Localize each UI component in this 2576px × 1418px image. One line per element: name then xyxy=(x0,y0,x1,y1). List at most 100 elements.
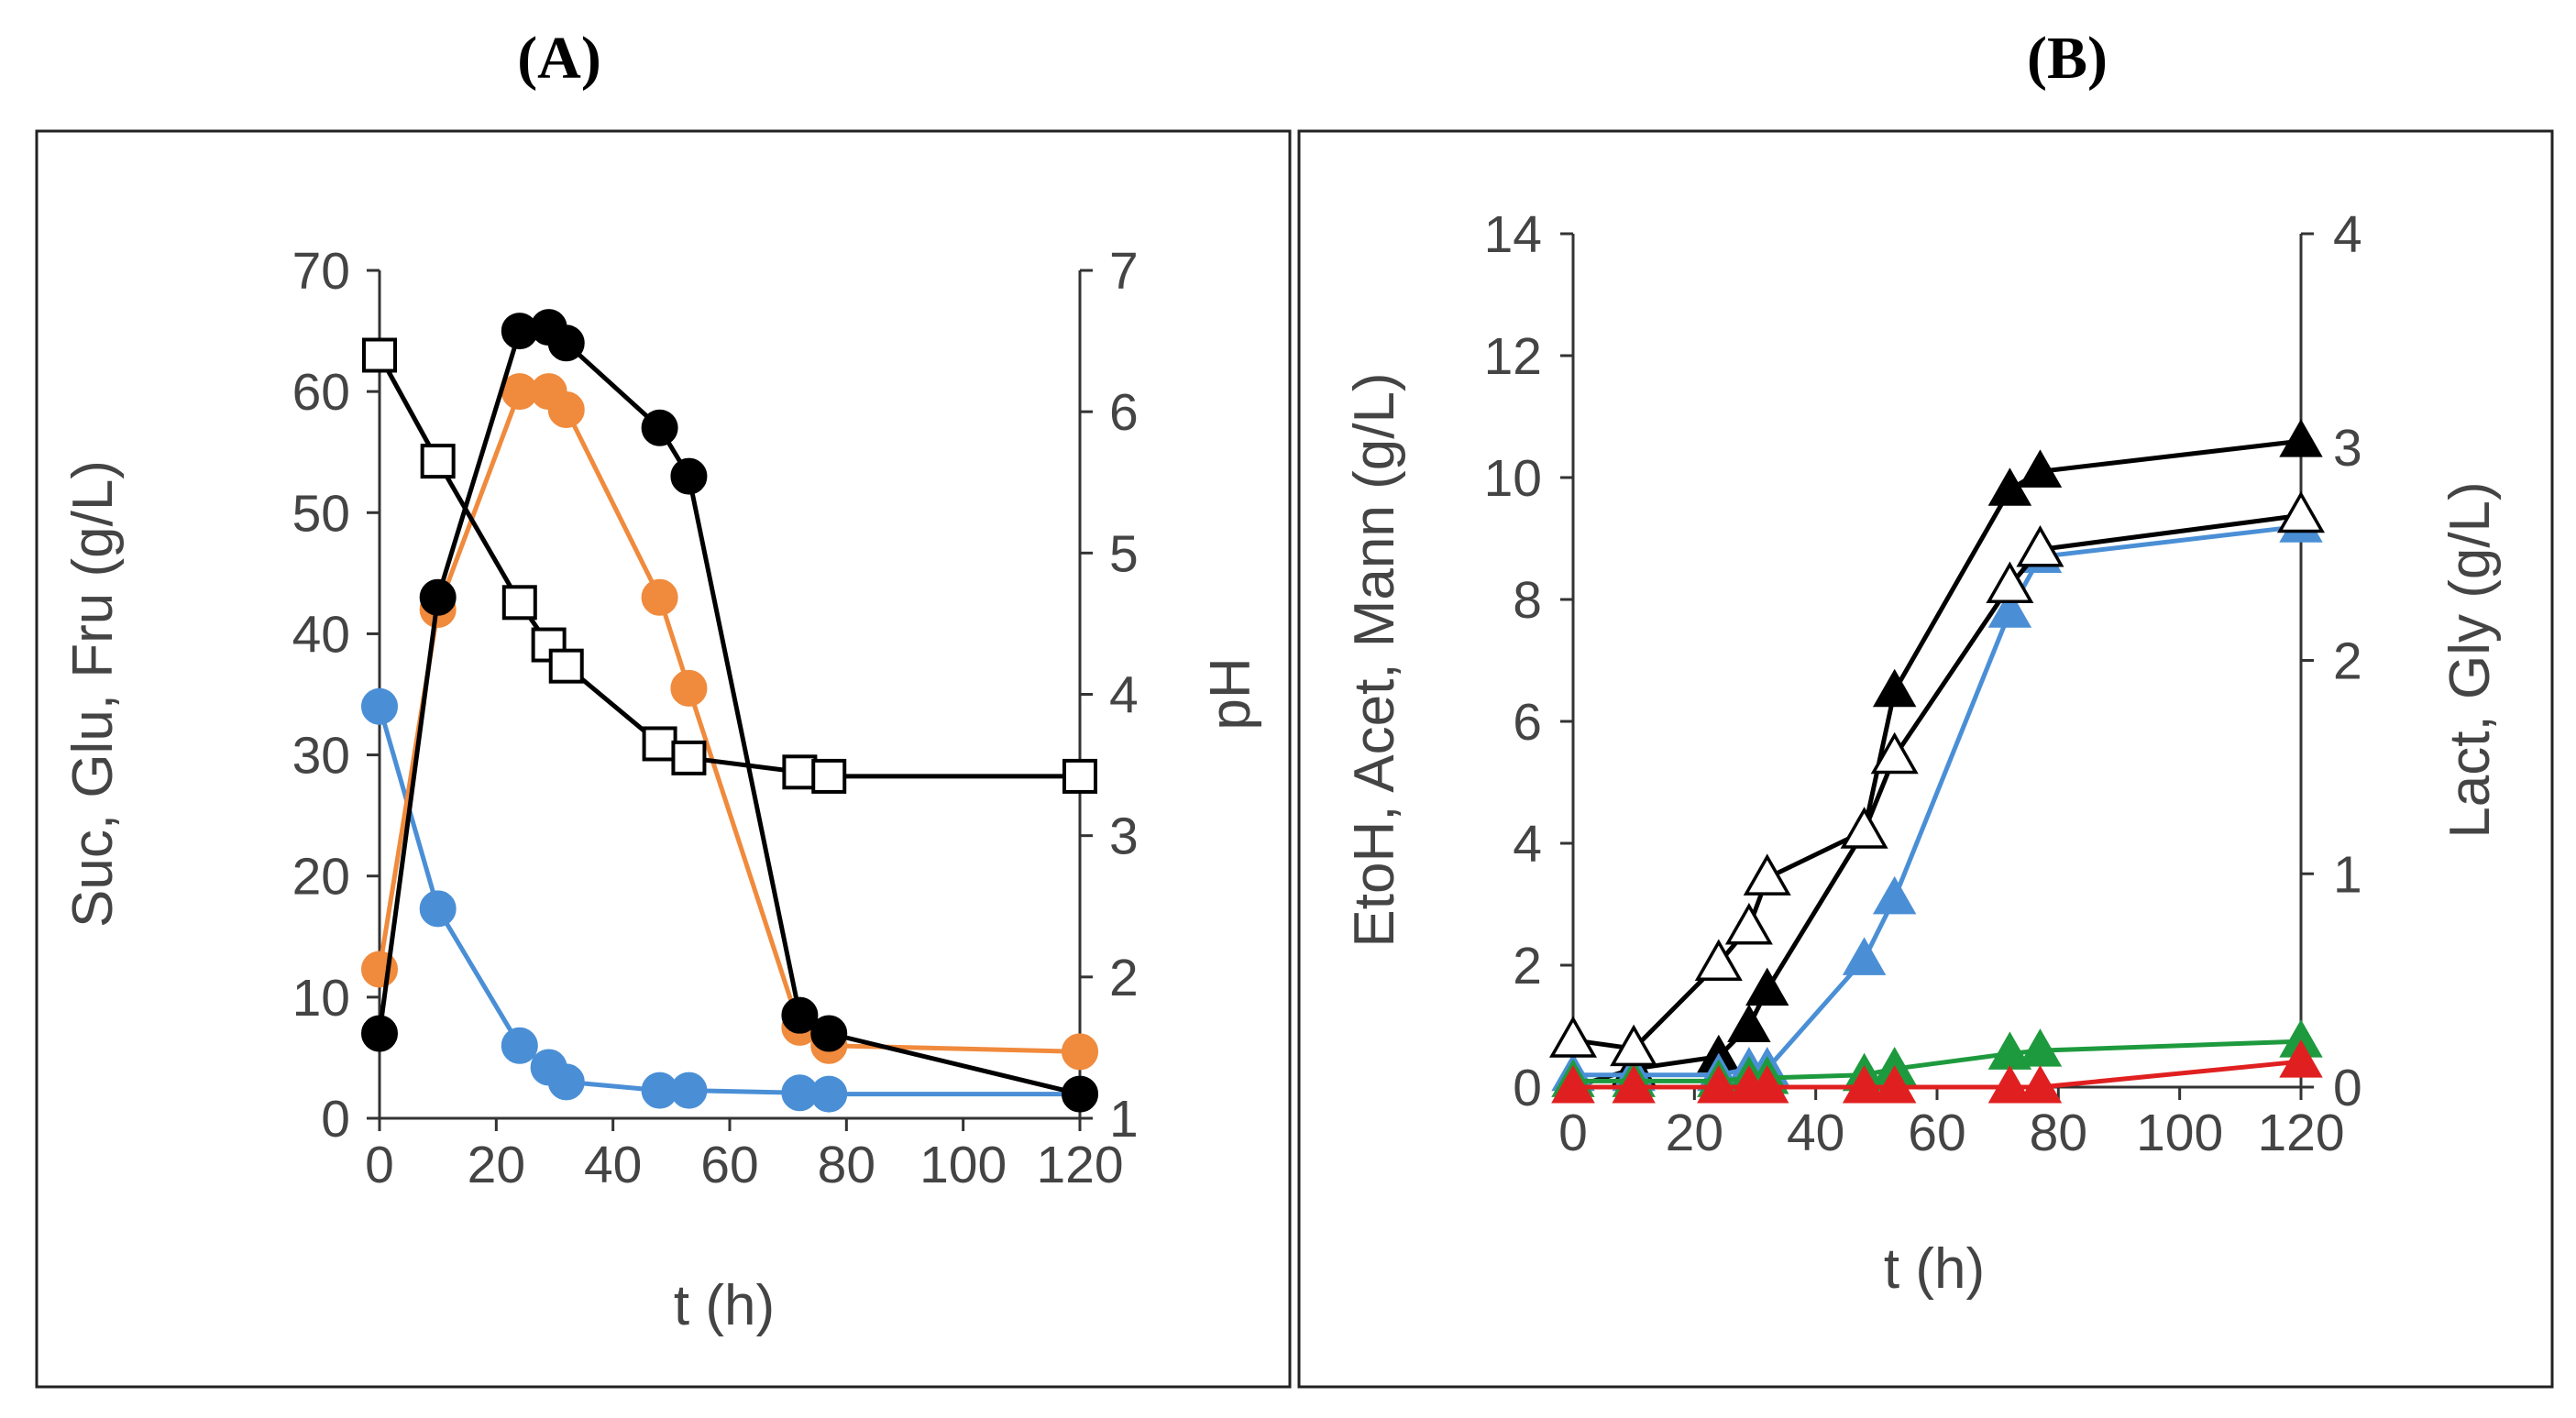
panel-b-lactate-line xyxy=(1573,1059,2302,1090)
panel-a-ph-point xyxy=(811,758,847,794)
panel-a-y2-tick-label: 1 xyxy=(1109,1090,1139,1149)
panel-b-y2-tick-label: 3 xyxy=(2333,419,2362,478)
panel-b-series-ethanol xyxy=(1551,419,2323,1104)
panel-b-x-title: t (h) xyxy=(1884,1237,1985,1301)
panel-b-lactate-point xyxy=(1612,1064,1656,1104)
panel-b-y-tick-label: 4 xyxy=(1513,815,1542,874)
panel-a-ph-point xyxy=(420,444,456,479)
panel-b-x-tick-label: 100 xyxy=(2136,1104,2223,1162)
panel-b-lactate-point xyxy=(2018,1064,2063,1104)
panel-b-series-lactate xyxy=(1551,1039,2323,1104)
panel-a-x-tick-label: 0 xyxy=(365,1136,394,1194)
panel-b-ethanol-point xyxy=(2018,449,2063,488)
panel-a-fructose-point xyxy=(419,578,457,616)
panel-a-glucose-point xyxy=(641,578,678,616)
panel-a-ph-point xyxy=(782,754,818,790)
panel-a-x-title: t (h) xyxy=(674,1274,775,1337)
panel-a-x-tick-label: 20 xyxy=(468,1136,525,1194)
panel-b-lactate-point xyxy=(1745,1064,1789,1104)
panel-b-y-tick-label: 0 xyxy=(1513,1059,1542,1117)
panel-b-x-tick-label: 20 xyxy=(1666,1104,1723,1162)
panel-a-sucrose-point xyxy=(419,890,457,928)
panel-b-glycerol-point xyxy=(1986,561,2034,604)
panel-b-y-tick-label: 12 xyxy=(1484,327,1542,386)
panel-a-fructose-point xyxy=(781,996,819,1034)
panel-b-x-tick-label: 120 xyxy=(2257,1104,2344,1162)
panel-a-y-tick-label: 50 xyxy=(292,484,350,543)
panel-b-glycerol-point xyxy=(1743,853,1791,896)
panel-a-series xyxy=(361,309,1098,1113)
panel-a-glucose-point xyxy=(670,669,708,707)
panel-a-x-tick-label: 100 xyxy=(919,1136,1007,1194)
panel-b-label: (B) xyxy=(2027,25,2108,92)
panel-b-y2-title: Lact, Gly (g/L) xyxy=(2438,481,2502,838)
panel-b-frame xyxy=(1297,129,2554,1389)
panel-b-glycerol-point xyxy=(1610,1024,1658,1067)
panel-a-y2-title: pH xyxy=(1199,657,1262,730)
panel-a-ph-point xyxy=(671,740,707,775)
panel-a-fructose-point xyxy=(361,1015,398,1052)
panel-a-x-tick-label: 40 xyxy=(584,1136,642,1194)
panel-b-x-tick-label: 60 xyxy=(1908,1104,1965,1162)
panel-a-fructose-point xyxy=(641,409,678,446)
panel-a-y-tick-label: 0 xyxy=(321,1090,350,1149)
panel-b-glycerol-point xyxy=(2276,490,2326,533)
panel-a-fructose-point xyxy=(810,1015,848,1052)
panel-a-sucrose-point xyxy=(670,1072,708,1109)
panel-a-y-tick-label: 20 xyxy=(292,848,350,907)
panel-b-lactate-point xyxy=(1551,1064,1595,1104)
panel-b-glycerol-point xyxy=(1694,939,1743,982)
panel-b-mannitol-line xyxy=(1573,523,2302,1078)
panel-b-series-glycerol xyxy=(1548,490,2326,1067)
panel-a-y2-tick-label: 7 xyxy=(1109,242,1139,301)
panel-b-x-tick-label: 0 xyxy=(1558,1104,1588,1162)
panel-a-sucrose-point xyxy=(547,1063,585,1101)
panel-b-ethanol-point xyxy=(1745,967,1789,1006)
panel-a-fructose-point xyxy=(670,457,708,495)
panel-b-y-tick-label: 8 xyxy=(1513,571,1542,630)
panel-b-y2-tick-label: 0 xyxy=(2333,1059,2362,1117)
panel-a-ph-point xyxy=(531,627,567,663)
panel-a-sucrose-point xyxy=(501,1027,538,1064)
panel-b-mannitol-point xyxy=(1987,589,2032,628)
panel-a-y2-tick-label: 3 xyxy=(1109,808,1139,866)
panel-a-glucose-point xyxy=(1062,1033,1098,1071)
panel-a-x-tick-label: 60 xyxy=(700,1136,758,1194)
panel-a-label: (A) xyxy=(517,25,601,92)
panel-b-ethanol-point xyxy=(2279,419,2323,457)
panel-a-series-ph xyxy=(362,337,1097,794)
panel-a-frame xyxy=(35,129,1292,1389)
panel-a-ticks: 0 20 40 60 80 100 120 0 10 20 30 40 50 60 70 1 2 3 4 5 6 7 xyxy=(292,242,1139,1194)
panel-b-glycerol-point xyxy=(2016,524,2064,567)
panel-a-sucrose-point xyxy=(810,1075,848,1113)
panel-a-y2-tick-label: 6 xyxy=(1109,383,1139,442)
panel-a-y-title: Suc, Glu, Fru (g/L) xyxy=(61,460,125,928)
panel-b-series xyxy=(1548,419,2326,1104)
panel-a-sucrose-point xyxy=(361,687,398,725)
panel-b-y2-tick-label: 1 xyxy=(2333,845,2362,904)
panel-b-glycerol-point xyxy=(1870,731,1919,775)
panel-a-ph-point xyxy=(362,337,397,373)
panel-b-lactate-point xyxy=(1842,1064,1887,1104)
panel-b-acetate-line xyxy=(1573,1039,2302,1083)
panel-a-y2-tick-label: 2 xyxy=(1109,949,1139,1007)
panel-b-ethanol-point xyxy=(1727,1004,1771,1042)
panel-b-mannitol-point xyxy=(1872,875,1917,915)
panel-a-y-tick-label: 70 xyxy=(292,242,350,301)
panel-b-lactate-point xyxy=(1697,1064,1741,1104)
panel-a-ph-point xyxy=(548,648,584,684)
panel-a-glucose-line xyxy=(377,389,1081,1054)
panel-b-lactate-point xyxy=(1987,1064,2032,1104)
panel-b-y-tick-label: 14 xyxy=(1484,205,1542,264)
panel-b-x-tick-label: 80 xyxy=(2030,1104,2087,1162)
panel-b-y2-tick-label: 2 xyxy=(2333,632,2362,691)
panel-b-y2-tick-label: 4 xyxy=(2333,205,2362,264)
panel-a-ph-point xyxy=(501,585,537,621)
panel-a-ph-point xyxy=(1062,758,1097,794)
panel-b-lactate-point xyxy=(1872,1064,1917,1104)
panel-b-glycerol-line xyxy=(1572,512,2302,1051)
panel-a-y-tick-label: 60 xyxy=(292,363,350,422)
panel-a-y2-tick-label: 5 xyxy=(1109,524,1139,583)
